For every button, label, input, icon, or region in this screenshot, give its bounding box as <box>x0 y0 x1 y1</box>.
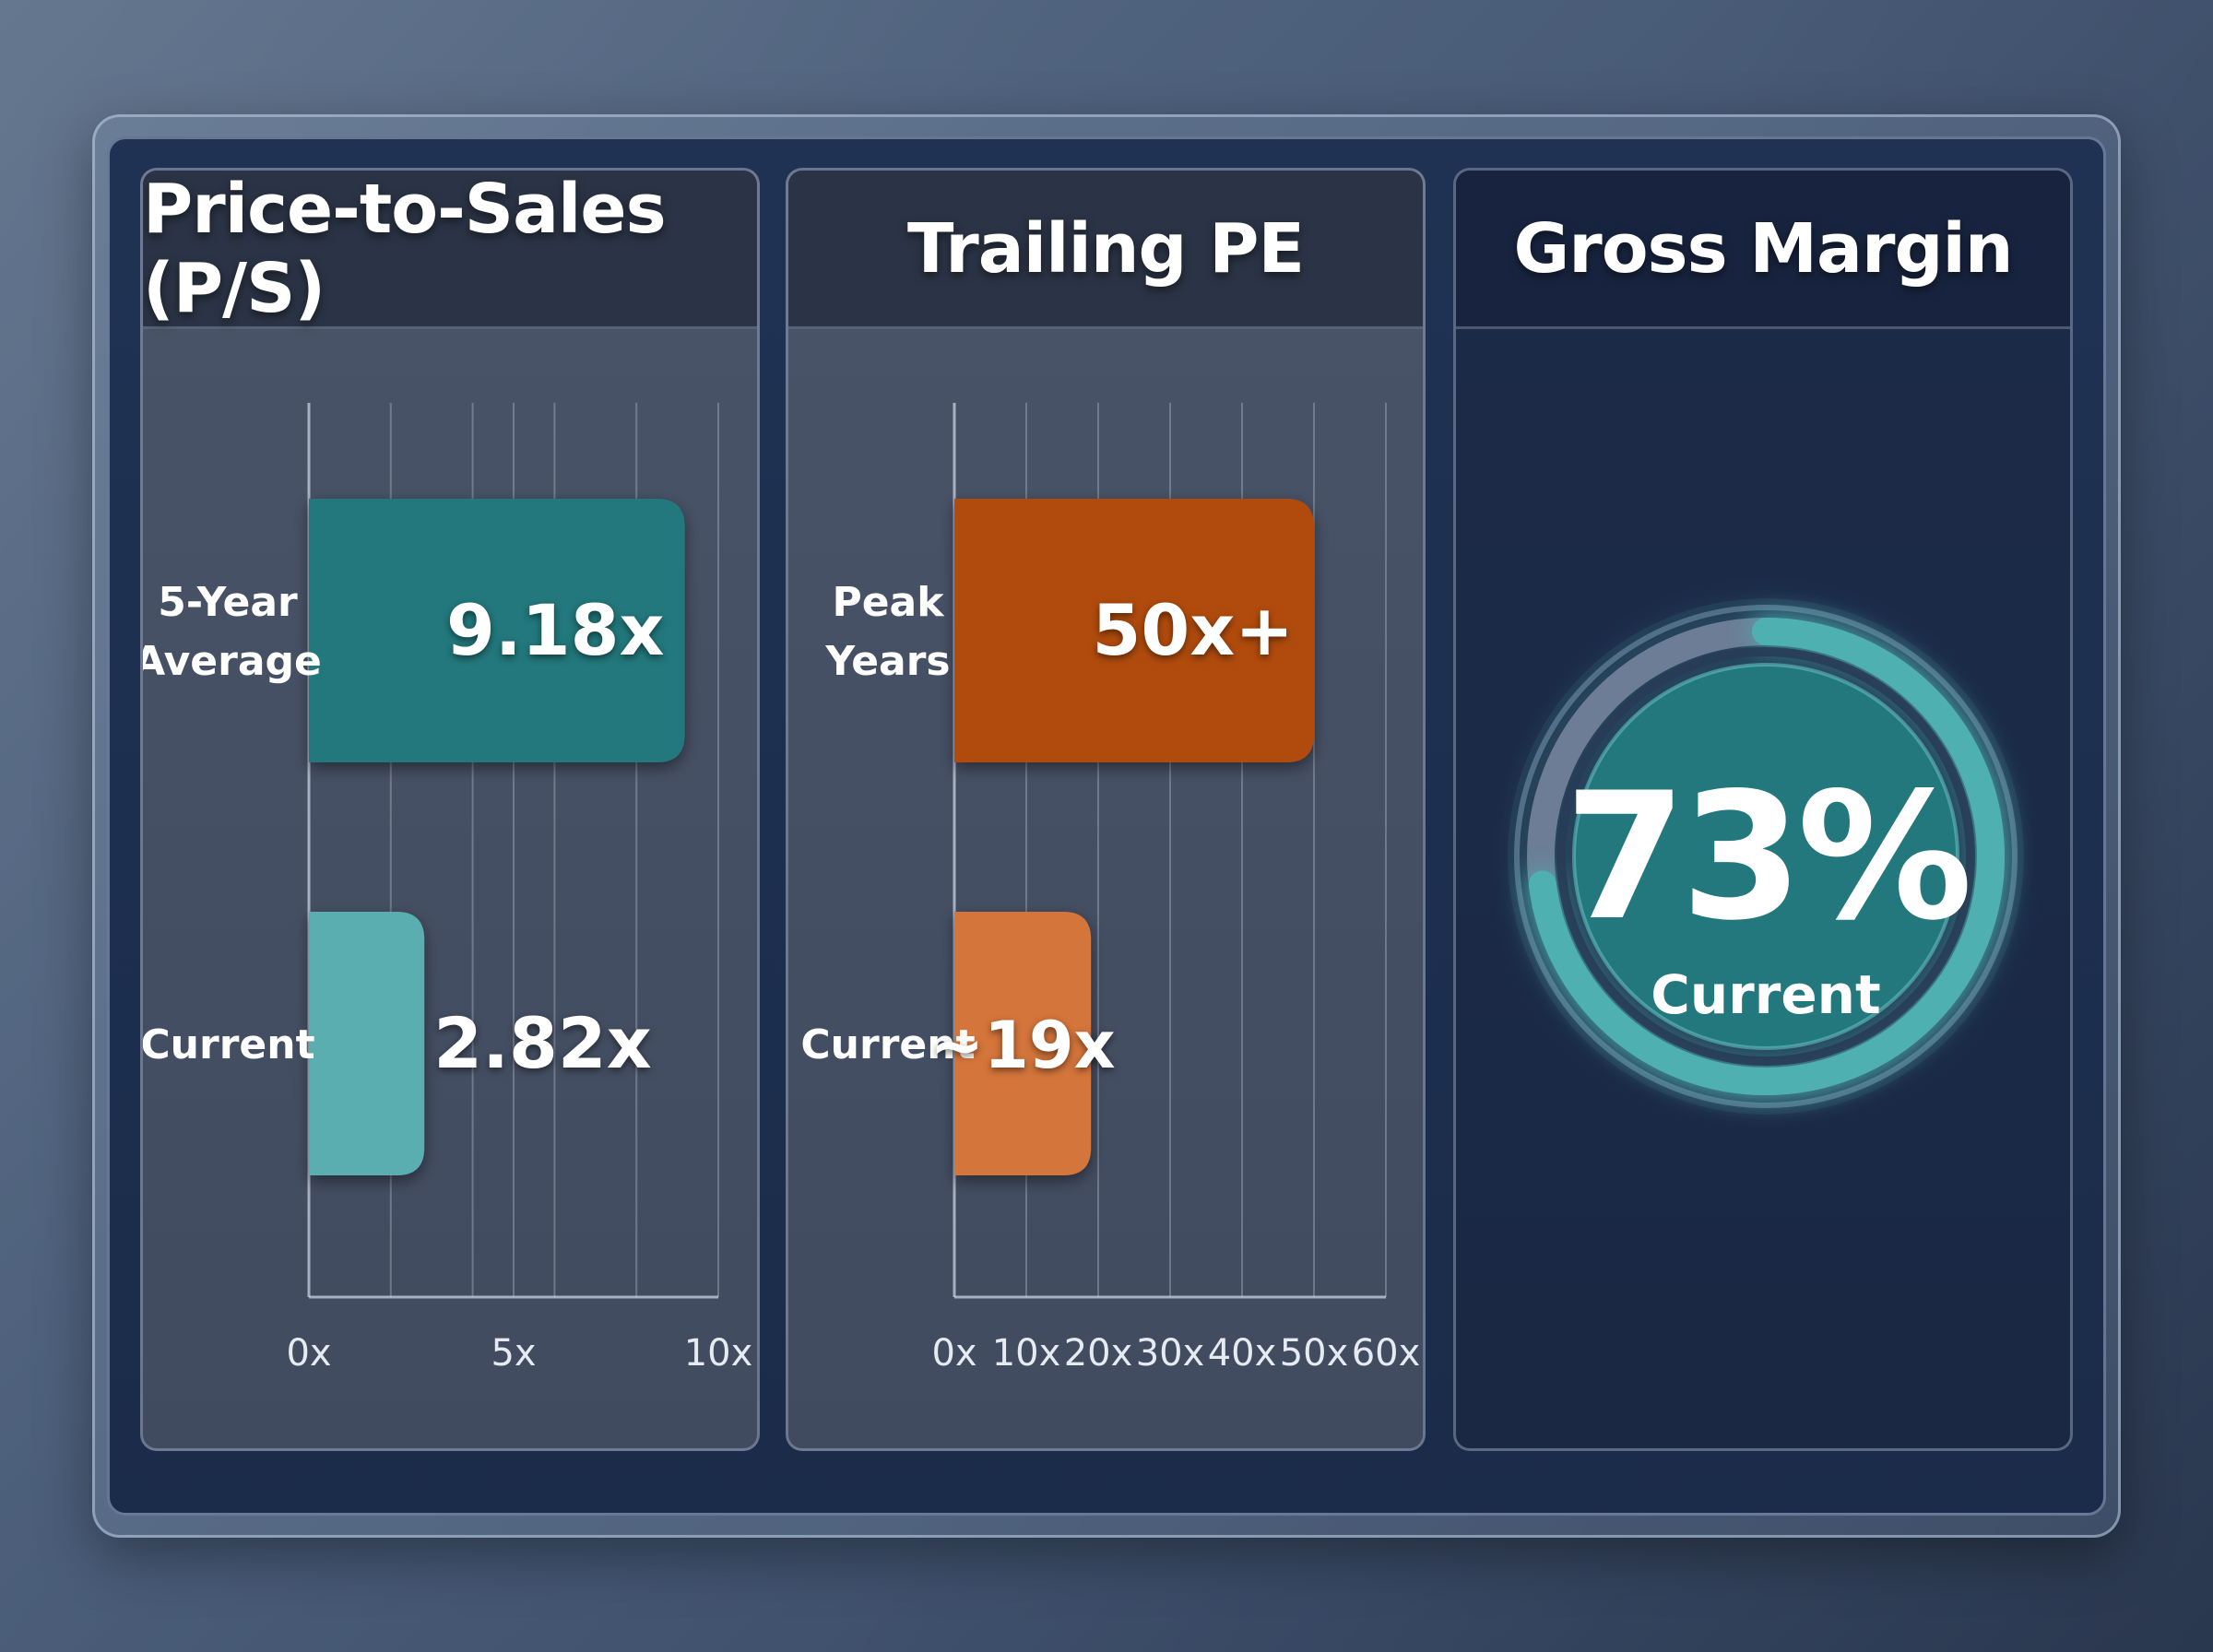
category-label: Peak Years <box>824 579 950 685</box>
x-tick-label: 30x <box>1136 1332 1205 1375</box>
panel-header: Trailing PE <box>788 171 1423 329</box>
x-tick-label: 10x <box>684 1332 753 1375</box>
value-label: 2.82x <box>433 1002 652 1084</box>
x-tick-label: 50x <box>1280 1332 1349 1375</box>
x-tick-label: 0x <box>931 1332 976 1375</box>
panel-title: Trailing PE <box>906 208 1305 289</box>
panel-title: Price-to-Sales (P/S) <box>143 169 667 328</box>
x-tick-label: 0x <box>286 1332 331 1375</box>
panel-title: Gross Margin <box>1513 208 2013 289</box>
trailing-pe-panel: Trailing PE 0x 10x 20x 30x 40x 50x 60x Peak Year… <box>786 168 1426 1451</box>
price-to-sales-chart: 0x 5x 10x 5-Year Average 9.18x Current 2.82x <box>143 403 753 1375</box>
trailing-pe-chart: 0x 10x 20x 30x 40x 50x 60x Peak Years 50x+ Current… <box>800 403 1421 1375</box>
x-tick-label: 10x <box>992 1332 1061 1375</box>
value-label: ~19x <box>929 1008 1115 1083</box>
panel-header: Gross Margin <box>1456 171 2070 329</box>
category-label: Current <box>800 1021 975 1068</box>
gauge-inner-edge <box>1556 647 1975 1066</box>
gauge-inner-disc <box>1572 663 1959 1050</box>
bar <box>954 499 1314 762</box>
bar <box>954 912 1092 1175</box>
gauge-sublabel: Current <box>1651 963 1880 1026</box>
value-label: 50x+ <box>1093 589 1294 671</box>
x-tick-label: 60x <box>1352 1332 1421 1375</box>
x-tick-label: 20x <box>1064 1332 1133 1375</box>
price-to-sales-panel: Price-to-Sales (P/S) 0x 5x 10x 5-Year Averag… <box>140 168 760 1451</box>
gauge-progress-arc <box>1527 618 2005 1095</box>
category-label: Current <box>143 1021 315 1068</box>
bar <box>309 912 425 1175</box>
panel-header: Price-to-Sales (P/S) <box>143 171 757 329</box>
gauge-outer-border <box>1514 605 2018 1108</box>
category-label: 5-Year Average <box>143 579 322 685</box>
gross-margin-gauge: 73%Current <box>1508 598 2024 1115</box>
x-tick-label: 5x <box>491 1332 536 1375</box>
gross-margin-panel: Gross Margin 73% Current <box>1453 168 2073 1451</box>
gauge-value: 73% <box>1565 755 1968 959</box>
x-tick-label: 40x <box>1208 1332 1277 1375</box>
bar <box>309 499 685 762</box>
value-label: 9.18x <box>446 589 665 671</box>
